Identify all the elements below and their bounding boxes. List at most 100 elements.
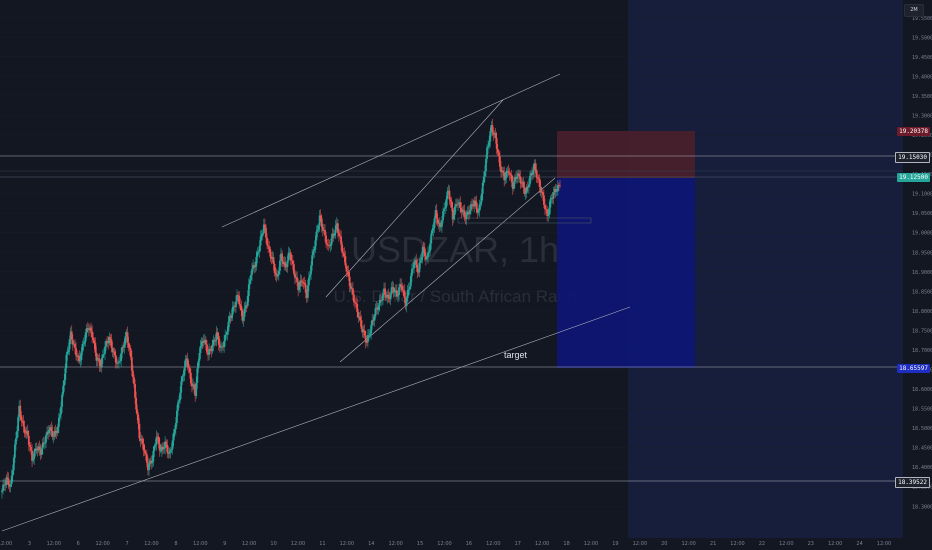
trendline-lower[interactable] xyxy=(1,306,631,532)
candle-body xyxy=(383,288,385,294)
candle-body xyxy=(110,339,113,348)
candle-body xyxy=(2,484,4,491)
candle-body xyxy=(261,232,264,235)
candle-body xyxy=(297,281,300,291)
candle-body xyxy=(164,441,167,449)
candle-body xyxy=(166,444,169,453)
candle-body xyxy=(62,385,65,395)
candle-body xyxy=(242,316,245,321)
candle-body xyxy=(20,415,23,421)
candle-body xyxy=(145,454,148,463)
candle-body xyxy=(179,392,182,401)
candle-body xyxy=(539,186,542,193)
candle-body xyxy=(552,192,555,199)
time-tick-label: 12:00 xyxy=(779,541,793,547)
candle-body xyxy=(509,174,512,176)
time-tick-label: 12:00 xyxy=(437,541,451,547)
candle-body xyxy=(343,253,346,257)
candle-body xyxy=(203,339,206,341)
candle-body xyxy=(256,252,259,257)
candle-body xyxy=(426,257,428,260)
candle-body xyxy=(519,176,522,183)
candle-body xyxy=(154,444,157,447)
candle-body xyxy=(204,339,207,345)
candle-body xyxy=(390,287,393,295)
time-tick-label: 12:00 xyxy=(730,541,744,547)
candle-body xyxy=(549,199,552,208)
candle-body xyxy=(339,235,341,237)
candle-body xyxy=(403,290,406,298)
candle-body xyxy=(217,336,220,345)
candle-body xyxy=(461,209,464,213)
candle-body xyxy=(24,432,27,434)
candle-body xyxy=(280,253,282,261)
candle-body xyxy=(328,245,331,247)
candle-body xyxy=(395,290,398,297)
candle-body xyxy=(160,446,163,451)
candle-body xyxy=(225,334,228,336)
candle-body xyxy=(121,347,124,354)
channel-upper[interactable] xyxy=(325,99,504,298)
candle-body xyxy=(405,298,408,307)
candle-body xyxy=(444,207,447,209)
stop-loss-zone[interactable] xyxy=(557,131,695,178)
candle-body xyxy=(224,335,227,342)
candle-body xyxy=(505,171,508,178)
candle-body xyxy=(10,475,13,485)
candle-body xyxy=(373,316,376,321)
candle-body xyxy=(269,249,272,257)
candle-body xyxy=(105,340,107,347)
candle-body xyxy=(347,271,350,277)
candle-body xyxy=(393,290,396,293)
candle-body xyxy=(543,195,545,205)
price-tick-label: 18.30000 xyxy=(912,504,932,510)
candle-body xyxy=(327,244,330,246)
candle-body xyxy=(510,174,513,183)
candle-body xyxy=(141,439,144,444)
candle-body xyxy=(348,276,351,287)
candle-body xyxy=(457,203,459,205)
candle-body xyxy=(188,368,191,373)
candle-body xyxy=(555,190,558,192)
candle-body xyxy=(314,240,317,250)
time-tick-label: 12:00 xyxy=(486,541,500,547)
candle-body xyxy=(60,406,62,415)
candle-body xyxy=(3,484,6,486)
candle-body xyxy=(402,289,405,291)
candle-body xyxy=(370,325,373,334)
target-zone[interactable] xyxy=(557,178,695,368)
candle-body xyxy=(512,181,515,189)
candle-body xyxy=(392,287,395,293)
candle-body xyxy=(417,271,420,273)
time-tick-label: 14 xyxy=(368,541,374,547)
candle-body xyxy=(385,294,388,298)
trendline-upper[interactable] xyxy=(221,73,561,228)
candle-body xyxy=(122,347,125,348)
support-box[interactable] xyxy=(457,217,592,224)
candle-body xyxy=(236,295,238,302)
candle-body xyxy=(248,279,251,285)
time-tick-label: 12:00 xyxy=(388,541,402,547)
candle-body xyxy=(162,446,164,450)
candle-body xyxy=(31,450,33,461)
candle-body xyxy=(442,211,444,221)
candle-body xyxy=(265,227,267,238)
candle-body xyxy=(81,344,84,352)
candle-body xyxy=(514,177,516,182)
candle-body xyxy=(380,300,383,302)
candle-body xyxy=(503,172,506,181)
timeframe-button[interactable]: 2M xyxy=(904,4,924,17)
candle-body xyxy=(34,448,37,452)
candle-body xyxy=(244,305,247,309)
candle-body xyxy=(540,191,543,193)
candle-body xyxy=(520,182,523,184)
channel-lower[interactable] xyxy=(339,177,556,363)
candle-body xyxy=(363,330,366,336)
time-tick-label: 16 xyxy=(466,541,472,547)
candle-body xyxy=(488,141,491,147)
candle-body xyxy=(389,294,392,299)
candle-body xyxy=(508,173,511,175)
candle-body xyxy=(95,352,98,361)
candle-body xyxy=(96,358,99,361)
